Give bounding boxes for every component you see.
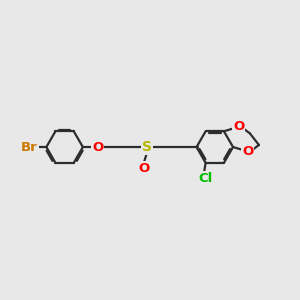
- Text: O: O: [233, 120, 244, 133]
- Text: O: O: [138, 162, 149, 175]
- Text: S: S: [142, 140, 152, 154]
- Text: O: O: [242, 145, 254, 158]
- Text: O: O: [92, 141, 103, 154]
- Text: Cl: Cl: [198, 172, 212, 185]
- Text: Br: Br: [21, 141, 38, 154]
